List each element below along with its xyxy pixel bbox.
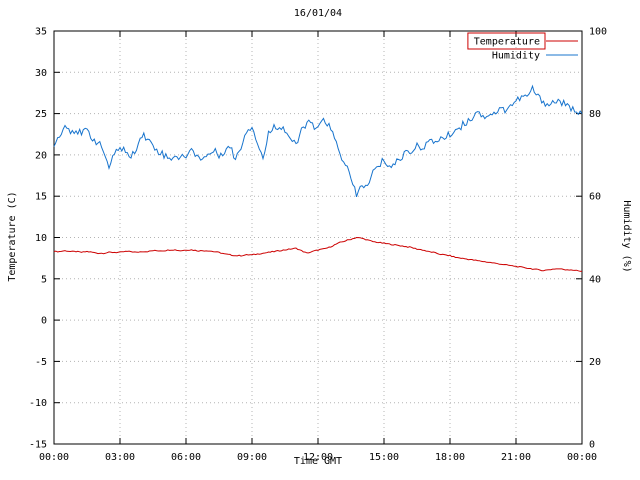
y-left-tick-label: 30 <box>35 68 47 79</box>
x-axis-label: Time GMT <box>293 456 343 467</box>
y-axis-label-right: Humidity (%) <box>621 200 632 273</box>
x-tick-label: 00:00 <box>567 452 597 463</box>
x-tick-label: 12:00 <box>303 452 333 463</box>
y-left-tick-label: 20 <box>35 150 47 161</box>
y-left-tick-label: -10 <box>29 398 47 409</box>
x-tick-label: 15:00 <box>369 452 399 463</box>
y-right-tick-label: 0 <box>589 440 595 451</box>
y-left-tick-label: 5 <box>41 274 47 285</box>
y-right-tick-label: 20 <box>589 357 601 368</box>
y-right-tick-label: 60 <box>589 192 601 203</box>
y-left-tick-label: 10 <box>35 233 47 244</box>
legend-label-humidity: Humidity <box>492 51 540 62</box>
y-right-tick-label: 80 <box>589 109 601 120</box>
series-line-temperature <box>53 236 583 272</box>
x-tick-label: 06:00 <box>171 452 201 463</box>
y-left-tick-label: 15 <box>35 192 47 203</box>
y-left-tick-label: 0 <box>41 316 47 327</box>
y-left-tick-label: -15 <box>29 440 47 451</box>
legend-box <box>467 32 546 50</box>
x-tick-label: 21:00 <box>501 452 531 463</box>
y-left-tick-label: 25 <box>35 109 47 120</box>
y-right-tick-label: 40 <box>589 274 601 285</box>
y-right-tick-label: 100 <box>589 27 607 38</box>
series-line-humidity <box>53 84 583 198</box>
legend-label-temperature: Temperature <box>474 37 540 48</box>
x-tick-label: 18:00 <box>435 452 465 463</box>
y-left-tick-label: -5 <box>35 357 47 368</box>
x-tick-label: 09:00 <box>237 452 267 463</box>
x-tick-label: 03:00 <box>105 452 135 463</box>
chart-title: 16/01/04 <box>293 8 343 19</box>
y-left-tick-label: 35 <box>35 27 47 38</box>
y-axis-label-left: Temperature (C) <box>7 191 18 282</box>
x-tick-label: 00:00 <box>39 452 69 463</box>
